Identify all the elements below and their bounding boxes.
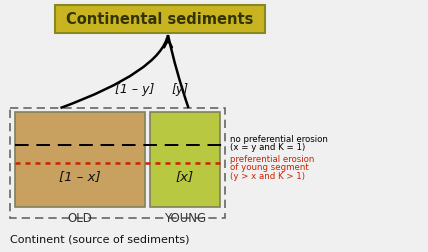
Bar — [150, 112, 220, 207]
Text: Continent (source of sediments): Continent (source of sediments) — [10, 235, 190, 245]
Text: [1 – x]: [1 – x] — [59, 170, 101, 183]
Bar — [15, 112, 145, 207]
Text: [y]: [y] — [172, 83, 189, 97]
Text: [x]: [x] — [176, 170, 194, 183]
Text: YOUNG: YOUNG — [164, 211, 206, 225]
Bar — [55, 5, 265, 33]
Text: (y > x and K > 1): (y > x and K > 1) — [230, 172, 305, 181]
Text: [1 – y]: [1 – y] — [115, 83, 154, 97]
Text: (x = y and K = 1): (x = y and K = 1) — [230, 143, 305, 152]
Text: no preferential erosion: no preferential erosion — [230, 135, 328, 144]
Bar — [10, 108, 225, 218]
Text: preferential erosion: preferential erosion — [230, 155, 315, 164]
Text: of young segment: of young segment — [230, 164, 309, 173]
Text: OLD: OLD — [68, 211, 92, 225]
Text: Continental sediments: Continental sediments — [66, 12, 254, 26]
